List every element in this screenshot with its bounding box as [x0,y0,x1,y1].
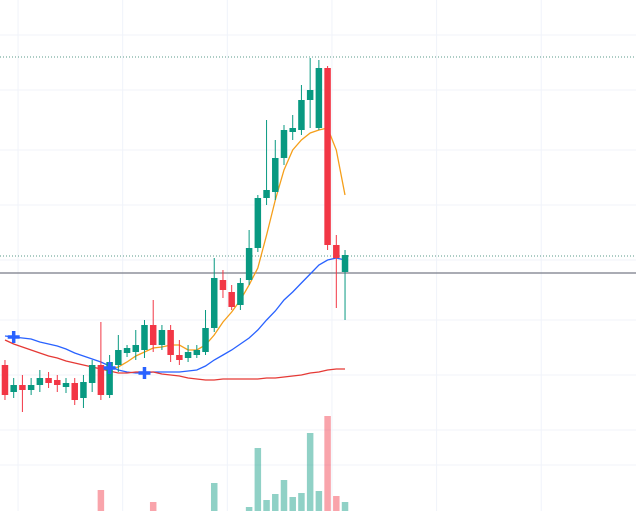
candle-body [228,292,235,307]
candle-body [158,330,166,345]
candle-body [210,278,218,328]
volume-bar [272,494,279,511]
candle-body [132,345,140,352]
candle-body [10,385,17,392]
candle-body [88,365,96,383]
candle-body [245,248,253,280]
candle-body [54,380,61,385]
moving-average [4,339,345,381]
volume-bar [341,502,349,511]
candle-body [27,385,35,390]
candle-body [1,365,9,395]
signal-marker [7,331,20,343]
signal-marker [103,362,116,374]
candle-body [341,255,349,272]
candle-body [45,378,52,383]
candle-body [106,362,113,395]
volume-bar [298,493,305,511]
candle-body [141,325,148,350]
candle-body [254,198,262,248]
candle-body [237,283,244,305]
candle-body [193,350,201,355]
candle-body [176,355,183,360]
candle-body [62,383,70,387]
moving-average [100,127,346,371]
candle-body [123,348,131,353]
moving-average [4,257,346,374]
volume-bar [254,448,262,511]
volume-bar [324,416,331,511]
volume-bar [97,490,105,511]
candle-body [272,158,279,192]
candle-body [280,130,288,158]
candle-body [184,352,192,358]
candle-body [36,378,44,385]
candle-body [202,328,209,352]
candle-body [315,68,323,128]
candle-body [149,325,157,345]
volume-bar [245,507,253,511]
candle-body [97,365,105,395]
candle-body [71,383,78,400]
volume-bar [333,496,340,511]
volume-bar [263,500,270,511]
candle-body [167,330,174,355]
volume-bar [315,491,323,511]
volume-bar [289,497,296,511]
candle-body [298,100,305,130]
candle-body [289,128,296,132]
candle-body [333,245,340,258]
candle-body [306,90,314,100]
volume-bar [210,483,218,511]
candle-body [324,68,331,245]
candle-body [19,385,26,390]
signal-marker [138,367,151,379]
volume-bar [149,502,157,511]
volume-bar [280,480,288,511]
candle-body [80,382,87,398]
candle-body [115,350,122,365]
candle-body [263,190,270,198]
candle-body [219,280,227,290]
volume-bar [306,433,314,511]
